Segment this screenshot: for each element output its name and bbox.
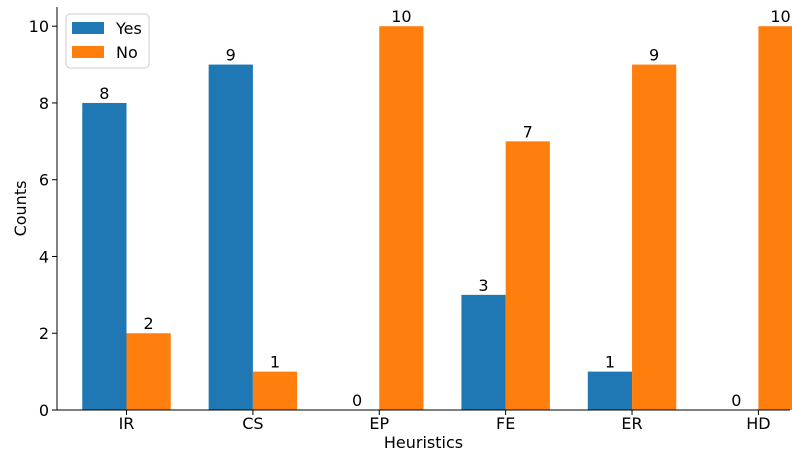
bar-yes-cs [208,64,253,411]
data-label-yes-hd: 0 [731,391,741,410]
x-tick-label-ep: EP [369,414,389,433]
bars-layer [82,26,792,411]
bar-no-ep [379,26,424,410]
data-label-no-fe: 7 [523,122,533,141]
legend-label-yes: Yes [115,19,142,38]
x-tick-label-fe: FE [496,414,515,433]
y-tick-label-6: 6 [39,171,49,190]
data-label-yes-cs: 9 [226,46,236,65]
y-tick-label-0: 0 [39,401,49,420]
bar-yes-ir [82,102,127,410]
bar-yes-er [587,371,633,410]
y-tick-label-8: 8 [39,94,49,113]
legend-label-no: No [116,43,138,62]
x-ticks: IR CS EP FE ER HD [119,410,771,433]
data-label-no-er: 9 [649,46,659,65]
y-tick-label-10: 10 [29,17,49,36]
legend-swatch-no [72,46,104,58]
bar-no-hd [758,26,792,410]
x-axis-label: Heuristics [384,433,463,452]
data-label-yes-ep: 0 [352,391,362,410]
bar-no-cs [252,371,298,410]
x-tick-label-ir: IR [119,414,135,433]
data-label-no-ir: 2 [144,314,154,333]
y-tick-label-4: 4 [39,247,49,266]
y-tick-label-2: 2 [39,324,49,343]
x-tick-label-cs: CS [242,414,263,433]
legend-swatch-yes [72,22,104,34]
y-axis-label: Counts [11,181,30,237]
data-label-no-cs: 1 [270,353,280,372]
bar-no-fe [505,141,550,411]
bar-yes-fe [461,294,506,410]
bar-no-ir [126,333,171,410]
x-tick-label-er: ER [621,414,642,433]
y-ticks: 0 2 4 6 8 10 [29,17,57,420]
data-label-no-ep: 10 [391,7,411,26]
data-label-no-hd: 10 [770,7,790,26]
data-label-yes-fe: 3 [478,276,488,295]
bar-no-er [632,64,677,411]
data-label-yes-er: 1 [605,353,615,372]
legend: Yes No [65,13,150,69]
x-tick-label-hd: HD [746,414,770,433]
data-label-yes-ir: 8 [99,84,109,103]
